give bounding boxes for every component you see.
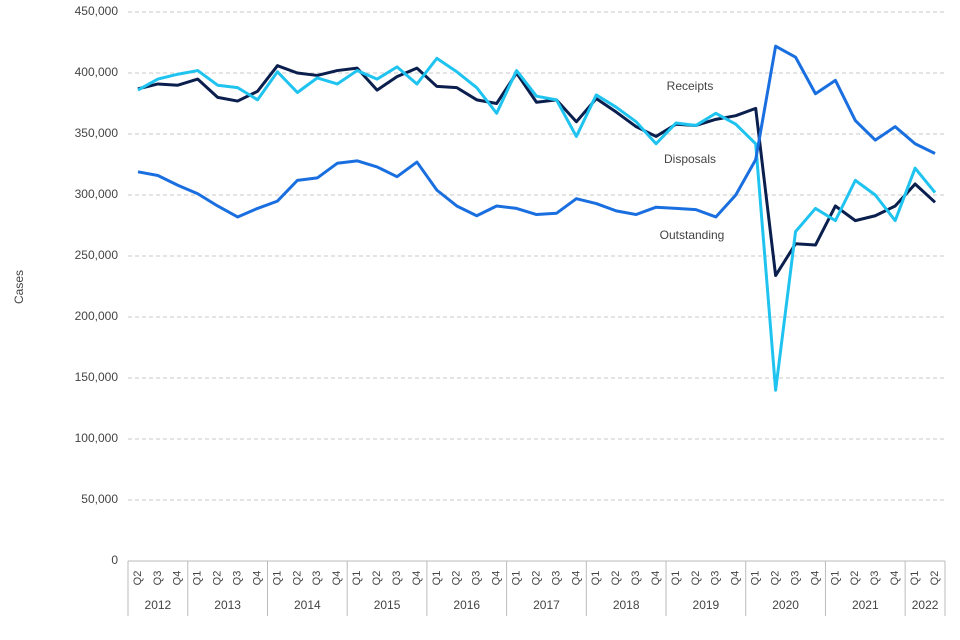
x-tick-label: Q1 (829, 571, 841, 586)
year-label: 2020 (772, 598, 799, 612)
series-label: Receipts (667, 79, 714, 93)
x-tick-label: Q1 (510, 571, 522, 586)
x-tick-label: Q1 (351, 571, 363, 586)
y-tick-label: 300,000 (75, 187, 119, 201)
y-tick-label: 450,000 (75, 4, 119, 18)
y-tick-label: 50,000 (81, 492, 118, 506)
y-tick-label: 0 (111, 553, 118, 567)
x-tick-label: Q2 (610, 571, 622, 586)
year-label: 2018 (613, 598, 640, 612)
x-tick-label: Q4 (411, 571, 423, 586)
y-tick-label: 250,000 (75, 248, 119, 262)
series-line (137, 56, 937, 392)
year-label: 2021 (852, 598, 879, 612)
x-tick-label: Q1 (271, 571, 283, 586)
x-tick-label: Q4 (889, 571, 901, 586)
x-tick-label: Q2 (530, 571, 542, 586)
x-tick-label: Q4 (491, 571, 503, 586)
y-axis-label: Cases (12, 270, 26, 304)
x-tick-label: Q1 (670, 571, 682, 586)
year-label: 2016 (453, 598, 480, 612)
x-tick-label: Q3 (311, 571, 323, 586)
x-tick-label: Q3 (152, 571, 164, 586)
y-tick-label: 200,000 (75, 309, 119, 323)
x-tick-label: Q3 (232, 571, 244, 586)
x-tick-label: Q2 (291, 571, 303, 586)
x-tick-label: Q2 (929, 571, 941, 586)
x-tick-label: Q4 (650, 571, 662, 586)
y-tick-label: 400,000 (75, 65, 119, 79)
year-label: 2022 (912, 598, 939, 612)
x-tick-label: Q2 (132, 571, 144, 586)
x-tick-label: Q1 (192, 571, 204, 586)
x-tick-label: Q2 (212, 571, 224, 586)
x-tick-label: Q3 (710, 571, 722, 586)
y-tick-label: 150,000 (75, 370, 119, 384)
x-tick-label: Q3 (789, 571, 801, 586)
year-label: 2012 (145, 598, 172, 612)
year-label: 2014 (294, 598, 321, 612)
series-line (137, 64, 937, 278)
y-tick-label: 350,000 (75, 126, 119, 140)
x-tick-label: Q4 (331, 571, 343, 586)
x-tick-label: Q3 (630, 571, 642, 586)
series-label: Disposals (664, 152, 716, 166)
x-tick-label: Q2 (849, 571, 861, 586)
x-tick-label: Q1 (750, 571, 762, 586)
x-tick-label: Q1 (590, 571, 602, 586)
year-label: 2015 (374, 598, 401, 612)
x-tick-label: Q2 (371, 571, 383, 586)
x-tick-label: Q3 (391, 571, 403, 586)
x-tick-label: Q1 (909, 571, 921, 586)
x-tick-label: Q2 (770, 571, 782, 586)
year-label: 2017 (533, 598, 560, 612)
x-tick-label: Q2 (690, 571, 702, 586)
year-label: 2013 (214, 598, 241, 612)
series-line (137, 44, 936, 219)
y-tick-label: 100,000 (75, 431, 119, 445)
x-tick-label: Q1 (431, 571, 443, 586)
x-tick-label: Q2 (451, 571, 463, 586)
x-tick-label: Q4 (570, 571, 582, 586)
series-label: Outstanding (660, 228, 725, 242)
x-tick-label: Q4 (730, 571, 742, 586)
year-label: 2019 (693, 598, 720, 612)
x-tick-label: Q3 (550, 571, 562, 586)
x-tick-label: Q4 (251, 571, 263, 586)
x-tick-label: Q3 (471, 571, 483, 586)
x-tick-label: Q3 (869, 571, 881, 586)
x-tick-label: Q4 (809, 571, 821, 586)
x-tick-label: Q4 (172, 571, 184, 586)
